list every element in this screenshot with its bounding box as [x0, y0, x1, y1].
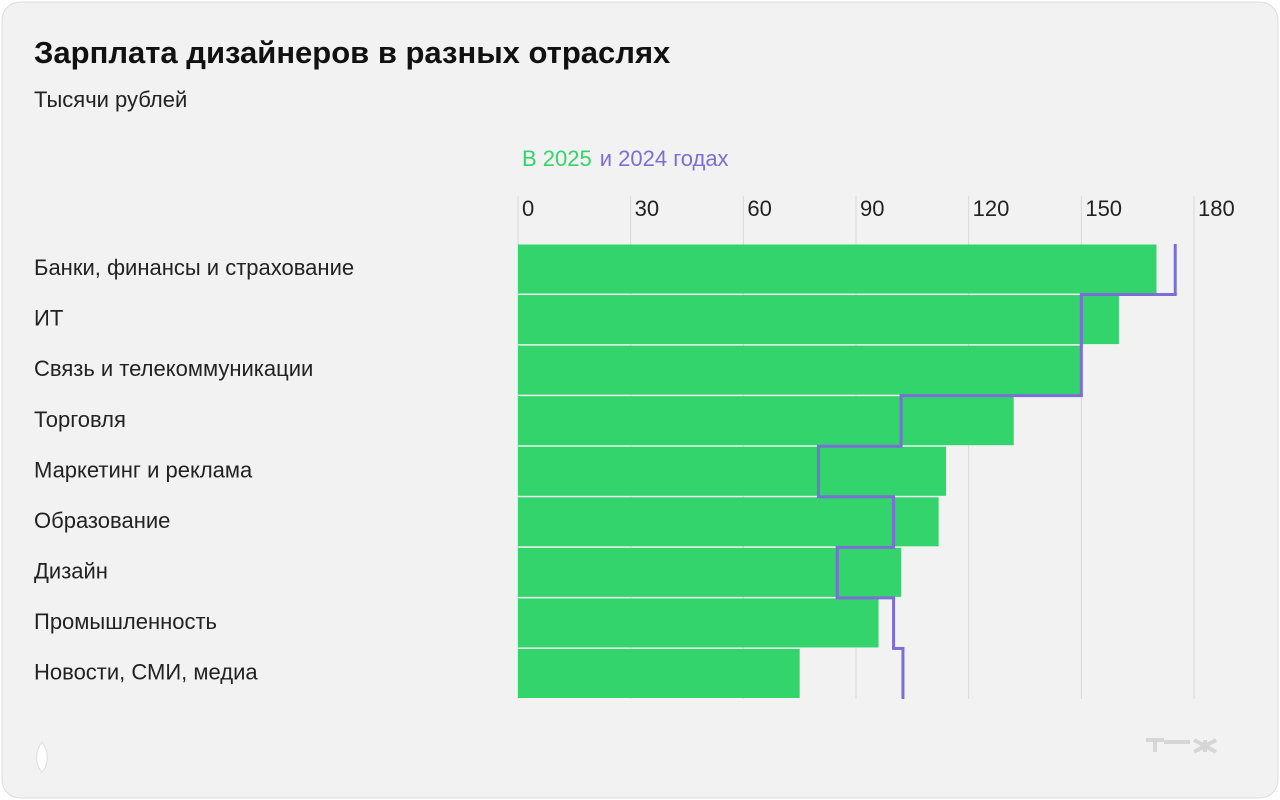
- y-tick-label: ИТ: [34, 306, 63, 331]
- x-tick-label: 30: [635, 196, 659, 221]
- chart-subtitle: Тысячи рублей: [34, 87, 187, 112]
- bar: [518, 598, 879, 648]
- legend-entry: В 2025: [522, 146, 592, 171]
- y-tick-label: Дизайн: [34, 558, 108, 583]
- y-tick-label: Маркетинг и реклама: [34, 457, 253, 482]
- x-tick-label: 60: [747, 196, 771, 221]
- bar: [518, 446, 947, 496]
- bar: [518, 547, 902, 597]
- bar: [518, 295, 1119, 345]
- legend-entry: и 2024 годах: [600, 146, 729, 171]
- bar: [518, 396, 1014, 446]
- y-tick-label: Связь и телекоммуникации: [34, 356, 313, 381]
- y-tick-label: Промышленность: [34, 609, 217, 634]
- x-tick-label: 120: [973, 196, 1010, 221]
- legend: В 2025 и 2024 годах: [522, 146, 729, 171]
- x-tick-label: 0: [522, 196, 534, 221]
- bar: [518, 648, 800, 698]
- y-tick-label: Образование: [34, 508, 170, 533]
- y-tick-label: Новости, СМИ, медиа: [34, 660, 258, 685]
- bar: [518, 244, 1157, 294]
- x-tick-label: 180: [1198, 196, 1235, 221]
- logo: [36, 738, 1217, 773]
- chart-title: Зарплата дизайнеров в разных отраслях: [34, 35, 671, 70]
- bar: [518, 345, 1082, 395]
- bar: [518, 497, 939, 547]
- y-tick-label: Банки, финансы и страхование: [34, 255, 354, 280]
- x-tick-label: 90: [860, 196, 884, 221]
- x-tick-label: 150: [1085, 196, 1122, 221]
- y-tick-label: Торговля: [34, 407, 126, 432]
